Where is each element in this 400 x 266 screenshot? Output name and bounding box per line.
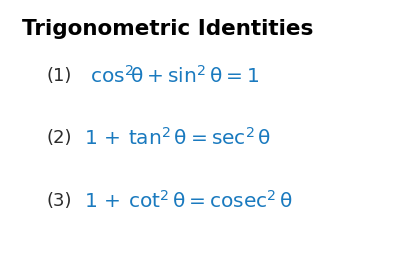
Text: (3): (3) [46,192,72,210]
Text: (2): (2) [46,129,72,147]
Text: (1): (1) [46,67,71,85]
Text: $\mathsf{1\,+\,cot^{2}\,\theta = cosec^{2}\,\theta}$: $\mathsf{1\,+\,cot^{2}\,\theta = cosec^{… [84,190,293,212]
Text: Trigonometric Identities: Trigonometric Identities [22,19,313,39]
Text: $\mathsf{cos^{2}\!\theta + sin^{2}\,\theta = 1}$: $\mathsf{cos^{2}\!\theta + sin^{2}\,\the… [90,65,259,87]
Text: $\mathsf{1\,+\,tan^{2}\,\theta = sec^{2}\,\theta}$: $\mathsf{1\,+\,tan^{2}\,\theta = sec^{2}… [84,127,271,149]
